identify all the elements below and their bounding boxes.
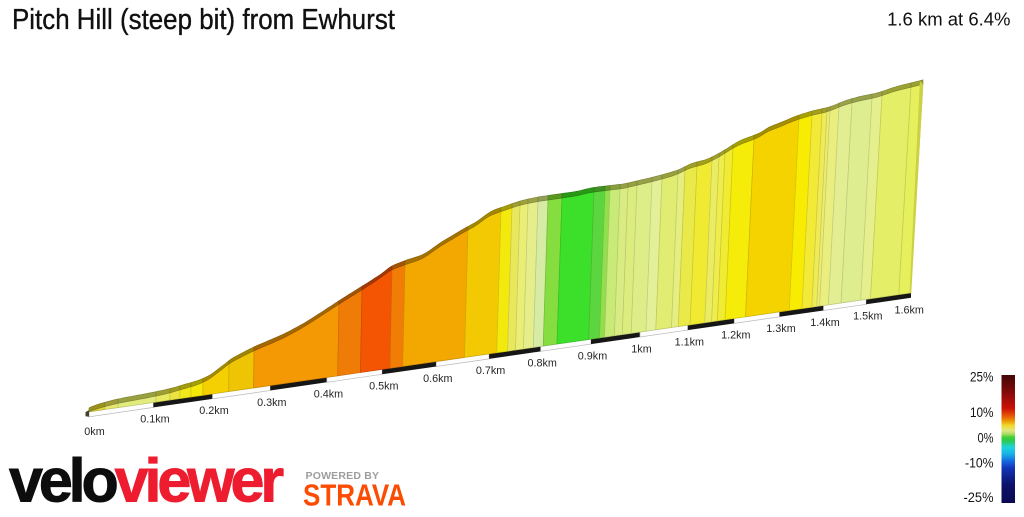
svg-text:0%: 0% <box>978 429 994 445</box>
svg-text:veloviewer: veloviewer <box>9 447 283 513</box>
svg-text:0.9km: 0.9km <box>578 350 607 362</box>
svg-text:-10%: -10% <box>965 454 994 470</box>
svg-text:1.1km: 1.1km <box>675 336 704 348</box>
svg-text:0km: 0km <box>84 426 104 438</box>
svg-text:0.7km: 0.7km <box>476 365 505 377</box>
svg-text:1.6 km at 6.4%: 1.6 km at 6.4% <box>887 9 1010 30</box>
svg-text:0.3km: 0.3km <box>257 397 286 409</box>
svg-text:0.6km: 0.6km <box>423 373 452 385</box>
svg-text:1.5km: 1.5km <box>853 311 882 323</box>
svg-text:1.6km: 1.6km <box>894 305 923 317</box>
svg-text:0.4km: 0.4km <box>314 389 343 401</box>
svg-text:10%: 10% <box>970 404 994 420</box>
svg-text:Pitch Hill (steep bit) from Ew: Pitch Hill (steep bit) from Ewhurst <box>12 4 395 36</box>
svg-text:1.2km: 1.2km <box>721 330 750 342</box>
svg-text:0.5km: 0.5km <box>369 381 398 393</box>
svg-text:0.2km: 0.2km <box>199 405 228 417</box>
svg-text:1km: 1km <box>631 343 651 355</box>
svg-text:0.1km: 0.1km <box>140 414 169 426</box>
svg-text:POWERED BY: POWERED BY <box>306 470 380 482</box>
svg-text:STRAVA: STRAVA <box>303 478 406 513</box>
svg-text:0.8km: 0.8km <box>527 358 556 370</box>
svg-text:1.4km: 1.4km <box>810 317 839 329</box>
svg-text:-25%: -25% <box>964 489 994 505</box>
svg-text:1.3km: 1.3km <box>766 323 795 335</box>
svg-text:25%: 25% <box>970 369 994 385</box>
